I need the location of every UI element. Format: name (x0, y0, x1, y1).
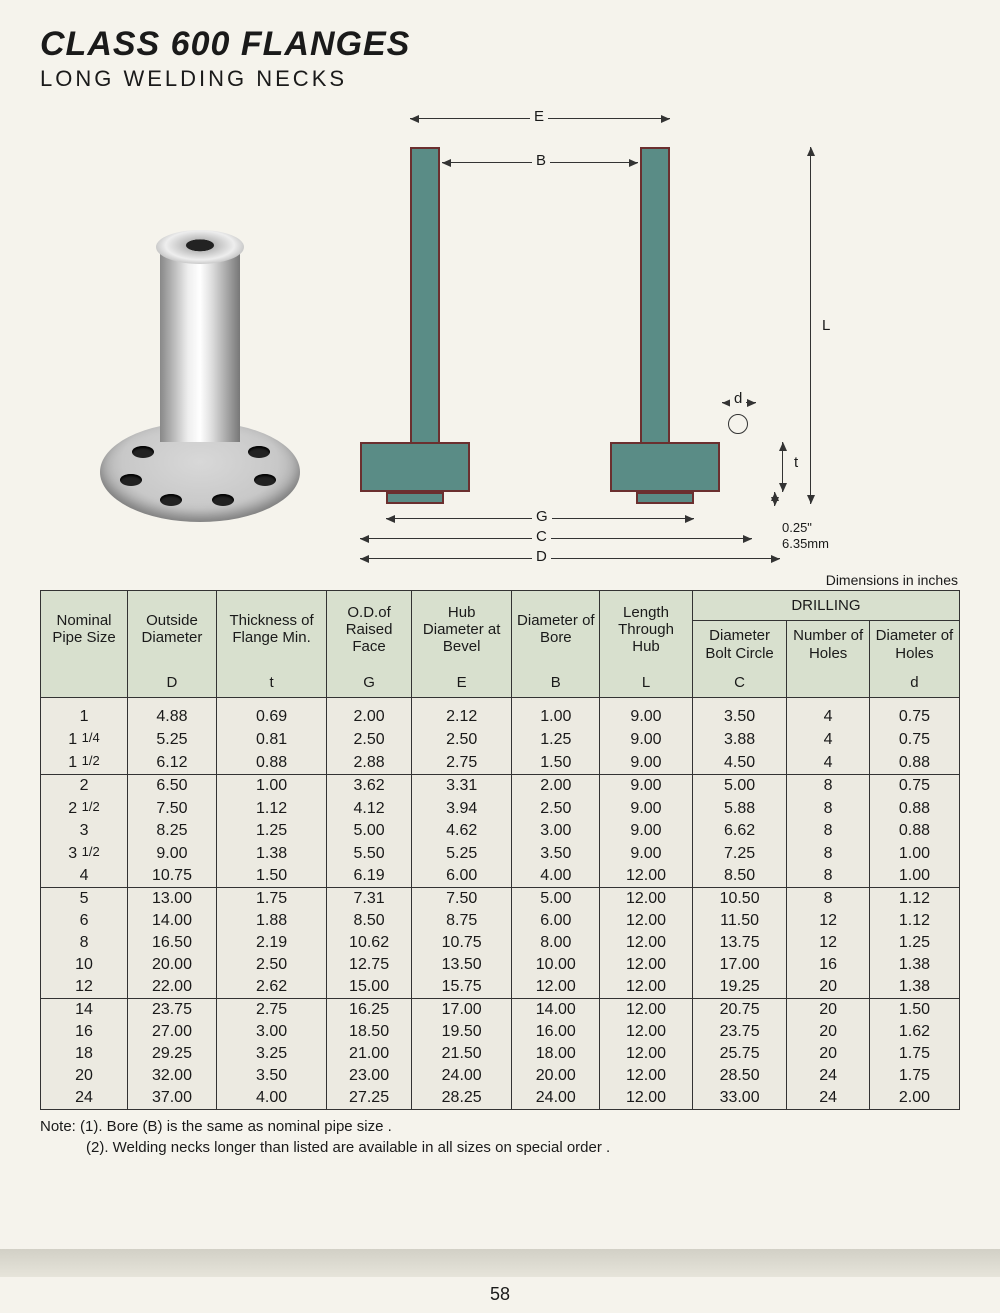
sym-D: D (128, 668, 217, 698)
table-row: 1829.253.2521.0021.5018.0012.0025.75201.… (41, 1043, 960, 1065)
col-D: Outside Diameter (128, 591, 217, 668)
table-row: 1423.752.7516.2517.0014.0012.0020.75201.… (41, 999, 960, 1022)
page-number: 58 (0, 1284, 1000, 1305)
table-row: 1 1/45.250.812.502.501.259.003.8840.75 (41, 728, 960, 751)
table-row: 1627.003.0018.5019.5016.0012.0023.75201.… (41, 1021, 960, 1043)
table-row: 2437.004.0027.2528.2524.0012.0033.00242.… (41, 1087, 960, 1110)
table-row: 513.001.757.317.505.0012.0010.5081.12 (41, 888, 960, 911)
sym-dh: d (869, 668, 959, 698)
col-nps: Nominal Pipe Size (41, 591, 128, 668)
dim-B: B (532, 152, 550, 169)
table-row: 14.880.692.002.121.009.003.5040.75 (41, 698, 960, 729)
raised-face-note: 0.25" 6.35mm (782, 520, 829, 551)
table-row: 26.501.003.623.312.009.005.0080.75 (41, 775, 960, 798)
table-row: 2 1/27.501.124.123.942.509.005.8880.88 (41, 797, 960, 820)
dim-E: E (530, 108, 548, 125)
table-row: 410.751.506.196.004.0012.008.5081.00 (41, 865, 960, 888)
col-L: Length Through Hub (600, 591, 693, 668)
page-subtitle: LONG WELDING NECKS (40, 66, 960, 92)
table-row: 38.251.255.004.623.009.006.6280.88 (41, 820, 960, 842)
page-title: CLASS 600 FLANGES (40, 25, 960, 64)
dim-t: t (790, 454, 802, 471)
col-E: Hub Diameter at Bevel (411, 591, 512, 668)
table-row: 1020.002.5012.7513.5010.0012.0017.00161.… (41, 954, 960, 976)
footer-band (0, 1249, 1000, 1277)
sym-t: t (216, 668, 326, 698)
flange-diagram: E B G C D L t d 0.25" 6.35mm (350, 102, 960, 562)
dim-G: G (532, 508, 552, 525)
col-n: Number of Holes (787, 621, 870, 668)
col-dh: Diameter of Holes (869, 621, 959, 668)
table-row: 816.502.1910.6210.758.0012.0013.75121.25 (41, 932, 960, 954)
dim-C: C (532, 528, 551, 545)
col-C: Diameter Bolt Circle (692, 621, 787, 668)
dim-L: L (818, 317, 834, 334)
dim-d: d (730, 390, 746, 407)
dim-D: D (532, 548, 551, 565)
table-caption: Dimensions in inches (40, 572, 958, 588)
table-row: 1 1/26.120.882.882.751.509.004.5040.88 (41, 751, 960, 775)
table-row: 614.001.888.508.756.0012.0011.50121.12 (41, 910, 960, 932)
table-row: 1222.002.6215.0015.7512.0012.0019.25201.… (41, 976, 960, 999)
sym-nps (41, 668, 128, 698)
notes: Note: (1). Bore (B) is the same as nomin… (40, 1116, 960, 1158)
col-drilling: DRILLING (692, 591, 959, 621)
col-t: Thickness of Flange Min. (216, 591, 326, 668)
table-row: 2032.003.5023.0024.0020.0012.0028.50241.… (41, 1065, 960, 1087)
sym-C: C (692, 668, 787, 698)
sym-G: G (327, 668, 412, 698)
sym-L: L (600, 668, 693, 698)
dimensions-table: Nominal Pipe Size Outside Diameter Thick… (40, 590, 960, 1110)
sym-E: E (411, 668, 512, 698)
sym-n (787, 668, 870, 698)
sym-B: B (512, 668, 600, 698)
table-row: 3 1/29.001.385.505.253.509.007.2581.00 (41, 842, 960, 865)
col-B: Diameter of Bore (512, 591, 600, 668)
col-G: O.D.of Raised Face (327, 591, 412, 668)
flange-photo (40, 222, 340, 562)
